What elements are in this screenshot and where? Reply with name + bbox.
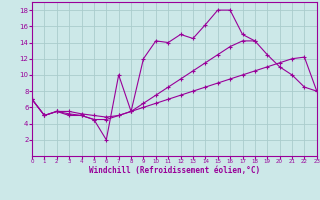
X-axis label: Windchill (Refroidissement éolien,°C): Windchill (Refroidissement éolien,°C) [89, 166, 260, 175]
